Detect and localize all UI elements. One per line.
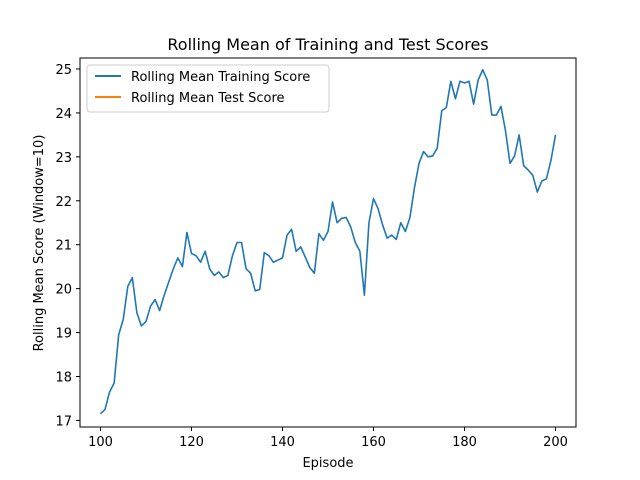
legend: Rolling Mean Training Score Rolling Mean … [86,64,330,113]
x-tick-label: 200 [543,435,568,450]
chart-title: Rolling Mean of Training and Test Scores [167,35,488,54]
x-tick-label: 120 [179,435,204,450]
series-line-0 [99,69,557,415]
y-axis-label: Rolling Mean Score (Window=10) [32,135,47,352]
x-tick-label: 180 [452,435,477,450]
x-axis-ticks: 100 120 140 160 180 200 [88,427,568,450]
y-tick-label: 25 [55,63,72,78]
x-tick-label: 100 [88,435,113,450]
y-tick-label: 24 [55,107,72,122]
plot-frame [79,57,577,428]
legend-label-0: Rolling Mean Training Score [131,70,310,85]
legend-label-1: Rolling Mean Test Score [131,91,285,106]
y-tick-label: 18 [55,370,72,385]
x-tick-label: 140 [270,435,295,450]
y-tick-label: 20 [55,283,72,298]
y-tick-label: 17 [55,414,72,429]
y-tick-label: 23 [55,151,72,166]
x-tick-label: 160 [361,435,386,450]
x-axis-label: Episode [302,456,353,471]
y-tick-label: 19 [55,327,72,342]
y-axis-ticks: 17 18 19 20 21 22 23 24 25 [55,63,80,429]
series-lines [99,69,557,415]
y-tick-label: 22 [55,195,72,210]
legend-box [86,64,330,113]
y-tick-label: 21 [55,239,72,254]
